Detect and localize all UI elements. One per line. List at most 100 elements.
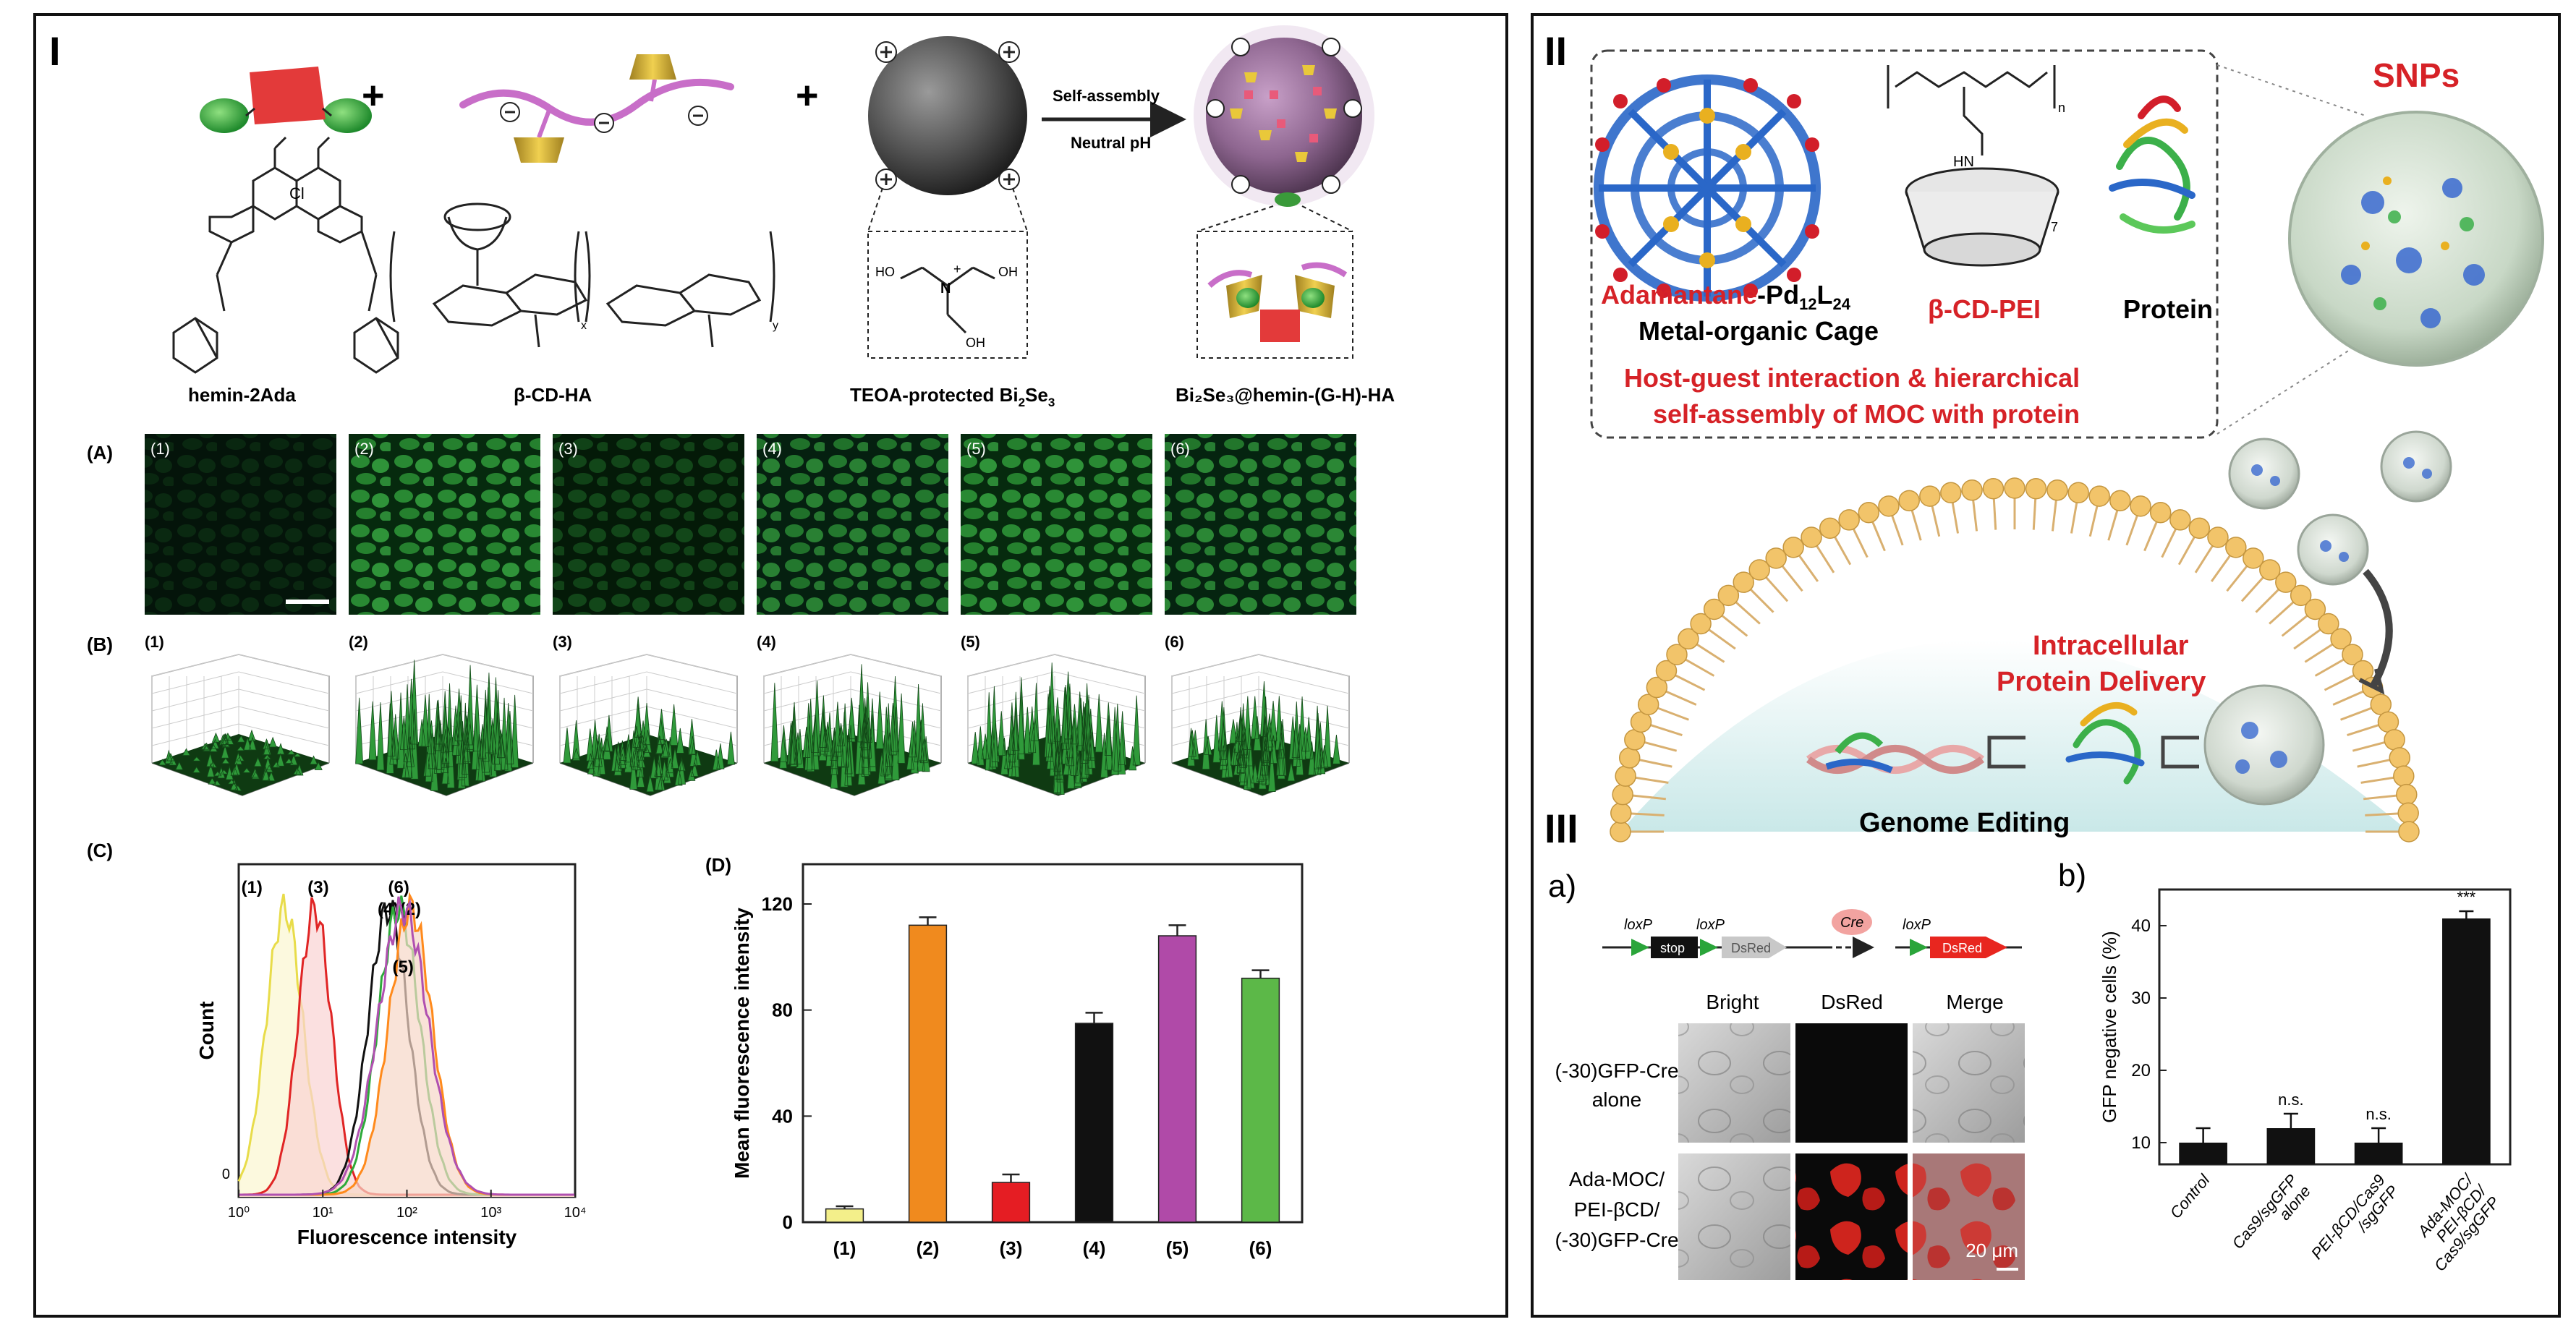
row-b-sample-labels: (1) (2) (3) (4) (5) (6) [145,633,1184,651]
neutral-ph-label: Neutral pH [1071,134,1151,152]
panel-1: I + + [33,13,1508,1318]
row-b-label: (B) [87,634,113,655]
mean-fluorescence-bar-chart: (1) (2) (3) (4) (5) (6) 0 40 80 120 Mean fluoresce… [731,863,1304,1259]
bar-5 [1157,935,1197,1223]
surface-plot-4 [763,654,942,796]
gfp-negative-bar-chart: Control n.s. Cas9/sgGFPalone n.s. PEI-βCD/Ca… [2099,888,2512,1275]
gfp-bar-2 [2266,1128,2316,1164]
dsred-1: DsRed [1731,941,1771,955]
gfp-category-1: Control [2167,1170,2214,1221]
snp-inside [2203,684,2325,806]
construct-diagram [1602,909,2022,958]
hemin-label: hemin-2Ada [188,384,296,406]
surface-plot-1 [151,654,330,796]
flow-x-tick-label-3: 10³ [480,1205,501,1221]
flow-x-tick-label-1: 10¹ [313,1205,333,1221]
bar-category-3: (3) [1000,1237,1023,1259]
stop-label: stop [1660,941,1685,955]
hemin-square [250,67,326,124]
flow-cytometry-chart: (1) (3)(4)(6)(2)(5)10⁰ 10¹ 10² 10³ 10⁴0Fluore… [195,863,587,1248]
panel-3: III a) b) loxP stop loxP DsRed Cre loxP … [1544,806,2512,1280]
dsred-2: DsRed [1942,941,1982,955]
snp-large [2288,111,2544,367]
row2-label-1: Ada-MOC/ [1569,1168,1665,1190]
gfp-y-axis-label: GFP negative cells (%) [2099,931,2120,1122]
host-guest-line2: self-assembly of MOC with protein [1653,399,2080,429]
panel-2-label: II [1544,28,1567,74]
gfp-annotation-4: *** [2457,888,2476,906]
release-arrow-2 [1987,735,2025,769]
bar-y-tick-label-2: 80 [772,999,793,1021]
row2-label-3: (-30)GFP-Cre [1555,1229,1678,1251]
moc-name: Adamantane-Pd12L24 [1601,280,1851,313]
pei-hn: HN [1953,154,1974,170]
svg-text:(3): (3) [553,633,572,651]
entry-arrow [2363,568,2393,689]
row2-label-2: PEI-βCD/ [1574,1198,1660,1221]
intracellular-line1: Intracellular [2033,631,2189,661]
panel-1-label: I [49,28,61,74]
hemin-structure [172,136,399,374]
flow-series-5 [239,896,575,1196]
column-merge: Merge [1946,991,2003,1013]
svg-text:N: N [940,281,951,297]
flow-series-label-5: (5) [393,957,414,977]
genome-editing-label: Genome Editing [1859,808,2070,838]
svg-text:(2): (2) [354,440,374,458]
gfp-plot-frame [2158,888,2512,1166]
cre-label: Cre [1840,915,1863,931]
loxp-1: loxP [1624,917,1653,933]
svg-text:(4): (4) [757,633,776,651]
svg-text:(2): (2) [349,633,368,651]
bar-y-axis-label: Mean fluorescence intensity [731,908,753,1179]
dna-helix [1806,732,1984,774]
svg-text:(6): (6) [1170,440,1190,458]
teoa-inset: N + HO OH OH [867,187,1028,359]
bar-plot-frame [802,863,1304,1224]
flow-x-tick-label-4: 10⁴ [564,1205,587,1221]
pei-structure [1887,65,2059,267]
flow-fill-4 [239,895,575,1197]
gfp-y-tick-label-0: 10 [2131,1133,2151,1153]
bar-6 [1241,977,1280,1223]
pei-seven: 7 [2051,220,2058,234]
flow-x-axis-label: Fluorescence intensity [297,1226,517,1248]
host-guest-line1: Host-guest interaction & hierarchical [1624,363,2080,393]
loxp-2: loxP [1696,917,1725,933]
cdha-schematic [459,54,734,163]
pei-n: n [2058,101,2065,115]
bar-category-4: (4) [1083,1237,1106,1259]
protein-ribbon [2109,95,2195,234]
svg-text:(5): (5) [961,633,980,651]
gfp-bar-3 [2354,1143,2403,1164]
adamantane-ellipse-left [200,98,249,133]
plus-2: + [796,74,819,117]
loxp-3: loxP [1903,917,1931,933]
svg-text:(6): (6) [1165,633,1184,651]
protein-label: Protein [2123,294,2213,324]
row-a-label: (A) [87,442,113,464]
flow-series-label-3: (6) [388,878,409,897]
svg-text:OH: OH [966,336,985,350]
row-c-label: (C) [87,840,113,861]
scale-label: 20 μm [1965,1240,2018,1261]
release-arrow-1 [2161,735,2199,769]
panel-1-frame [33,13,1508,1318]
flow-series-label-0: (1) [242,878,263,897]
bar-1 [825,1208,864,1223]
svg-text:OH: OH [998,265,1018,279]
panel-3b-label: b) [2058,858,2086,893]
row-a-sample-labels: (1) (2) (3) (4) (5) (6) [150,440,1190,458]
image-grid [1678,1023,2025,1280]
surface-plot-2 [355,654,534,796]
gfp-category-3: PEI-βCD/Cas9/sgGFP [2308,1171,2402,1274]
bar-y-tick-label-3: 120 [762,893,793,915]
gfp-bar-1 [2179,1143,2227,1164]
row1-label-1: (-30)GFP-Cre [1555,1059,1678,1082]
row1-dsred [1795,1023,1908,1143]
panel-2-frame [1531,13,2561,1318]
row-d-label: (D) [705,854,731,876]
moc-cage [1594,74,1821,302]
bi2se3-particle [868,36,1027,195]
